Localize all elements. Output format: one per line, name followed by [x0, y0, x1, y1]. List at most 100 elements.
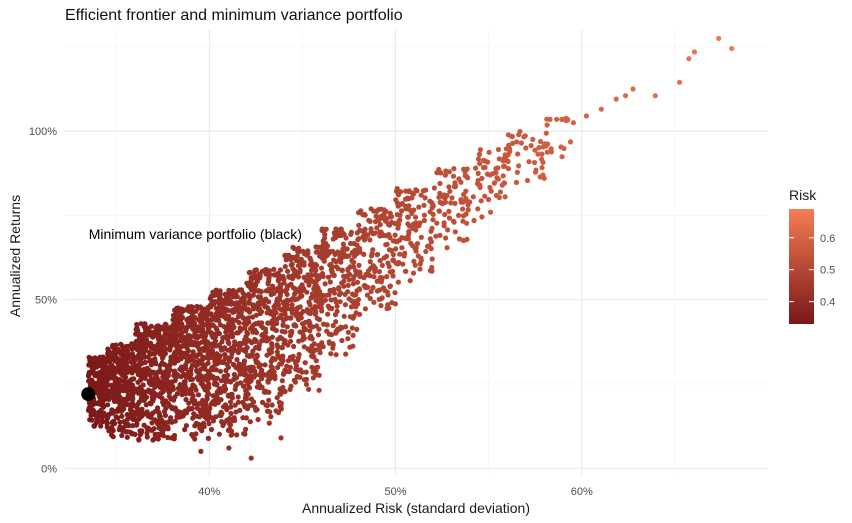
portfolio-point: [361, 251, 367, 257]
portfolio-point: [458, 179, 464, 185]
portfolio-point: [514, 139, 520, 145]
portfolio-point: [392, 290, 398, 296]
portfolio-point: [541, 175, 547, 181]
portfolio-point: [170, 386, 176, 392]
portfolio-point: [413, 245, 419, 251]
portfolio-point: [253, 338, 259, 344]
portfolio-point: [467, 199, 473, 205]
portfolio-point: [324, 322, 330, 328]
portfolio-point: [271, 266, 277, 272]
portfolio-point: [303, 381, 310, 387]
portfolio-point: [367, 295, 373, 302]
portfolio-point: [246, 309, 253, 315]
portfolio-point: [377, 287, 383, 293]
portfolio-point: [386, 305, 392, 311]
portfolio-point: [254, 407, 260, 413]
portfolio-point: [448, 200, 454, 206]
portfolio-point: [313, 358, 319, 364]
portfolio-point: [423, 248, 429, 255]
portfolio-point: [313, 309, 319, 315]
portfolio-point: [442, 211, 448, 218]
portfolio-point: [397, 212, 403, 218]
portfolio-point: [450, 173, 457, 179]
portfolio-point: [429, 264, 435, 270]
portfolio-point: [343, 351, 349, 357]
portfolio-point: [189, 362, 195, 368]
portfolio-point: [278, 435, 284, 441]
portfolio-point: [398, 189, 404, 195]
portfolio-point: [253, 312, 259, 318]
portfolio-point: [288, 383, 294, 389]
portfolio-point: [214, 375, 220, 381]
portfolio-point: [292, 286, 298, 292]
portfolio-point: [269, 344, 275, 350]
portfolio-point: [516, 163, 522, 169]
portfolio-point: [331, 272, 337, 278]
portfolio-point: [258, 309, 265, 315]
portfolio-point: [267, 409, 273, 415]
portfolio-point: [277, 267, 284, 273]
portfolio-point: [275, 409, 282, 416]
portfolio-point: [246, 385, 253, 391]
portfolio-point: [437, 180, 443, 187]
portfolio-point: [217, 386, 223, 392]
portfolio-point: [428, 246, 434, 252]
portfolio-point: [286, 369, 292, 375]
portfolio-point: [291, 343, 297, 350]
portfolio-point: [544, 122, 550, 128]
min-variance-point: [81, 387, 96, 402]
portfolio-point: [235, 399, 241, 405]
portfolio-point: [248, 455, 254, 461]
portfolio-point: [301, 259, 307, 266]
portfolio-point: [293, 323, 299, 329]
portfolio-point: [280, 322, 286, 328]
portfolio-point: [198, 448, 204, 454]
portfolio-point: [421, 212, 427, 218]
portfolio-point: [433, 233, 439, 239]
portfolio-point: [522, 133, 528, 139]
portfolio-point: [319, 308, 325, 314]
portfolio-point: [570, 120, 577, 126]
portfolio-point: [446, 215, 452, 221]
portfolio-point: [117, 419, 123, 425]
portfolio-point: [193, 308, 199, 314]
portfolio-point: [309, 336, 315, 342]
portfolio-point: [598, 106, 604, 112]
portfolio-point: [488, 188, 494, 194]
portfolio-point: [348, 304, 354, 310]
portfolio-point: [179, 314, 186, 321]
portfolio-point: [273, 327, 279, 334]
portfolio-point: [463, 188, 469, 194]
portfolio-point: [316, 372, 322, 378]
portfolio-point: [259, 399, 266, 405]
portfolio-point: [387, 283, 393, 289]
portfolio-point: [288, 338, 294, 344]
portfolio-point: [400, 261, 406, 267]
portfolio-point: [148, 414, 154, 420]
portfolio-point: [269, 349, 275, 355]
portfolio-point: [345, 282, 351, 288]
portfolio-point: [123, 374, 129, 380]
portfolio-point: [282, 388, 288, 395]
portfolio-point: [397, 217, 403, 223]
portfolio-point: [442, 172, 448, 178]
portfolio-point: [417, 266, 423, 272]
portfolio-point: [216, 331, 222, 337]
portfolio-point: [413, 214, 419, 220]
y-tick-label: 50%: [35, 295, 57, 307]
portfolio-point: [418, 234, 424, 240]
portfolio-point: [193, 387, 199, 393]
portfolio-point: [393, 246, 399, 252]
portfolio-point: [282, 311, 288, 317]
portfolio-point: [379, 262, 385, 268]
portfolio-point: [310, 324, 316, 330]
portfolio-point: [396, 259, 402, 266]
portfolio-point: [395, 279, 401, 285]
portfolio-point: [405, 214, 411, 220]
portfolio-point: [276, 276, 282, 282]
portfolio-point: [406, 207, 412, 213]
portfolio-point: [124, 434, 130, 440]
portfolio-point: [219, 410, 225, 416]
portfolio-point: [258, 289, 264, 295]
portfolio-point: [223, 386, 229, 392]
